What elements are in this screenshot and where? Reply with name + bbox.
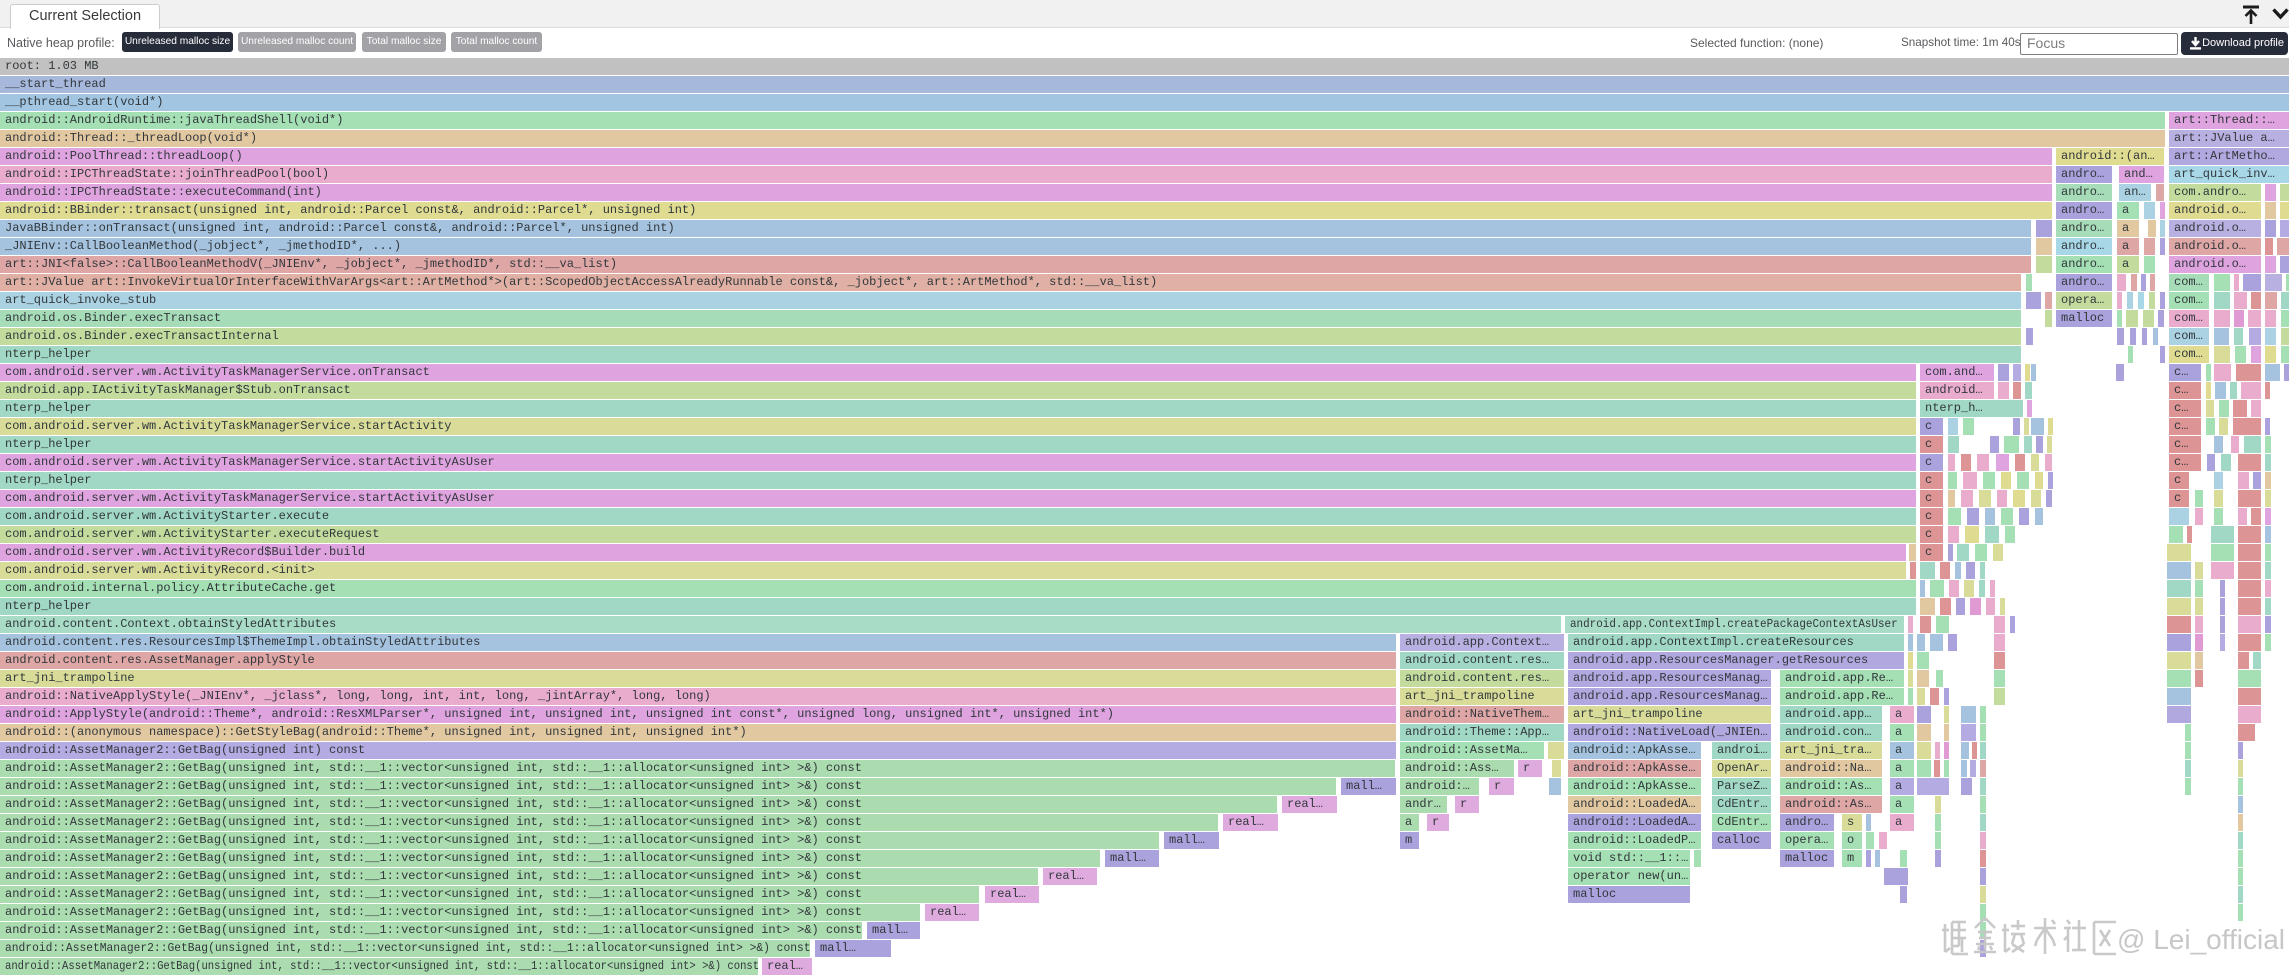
svg-text:@ Lei_official: @ Lei_official (2117, 924, 2285, 955)
